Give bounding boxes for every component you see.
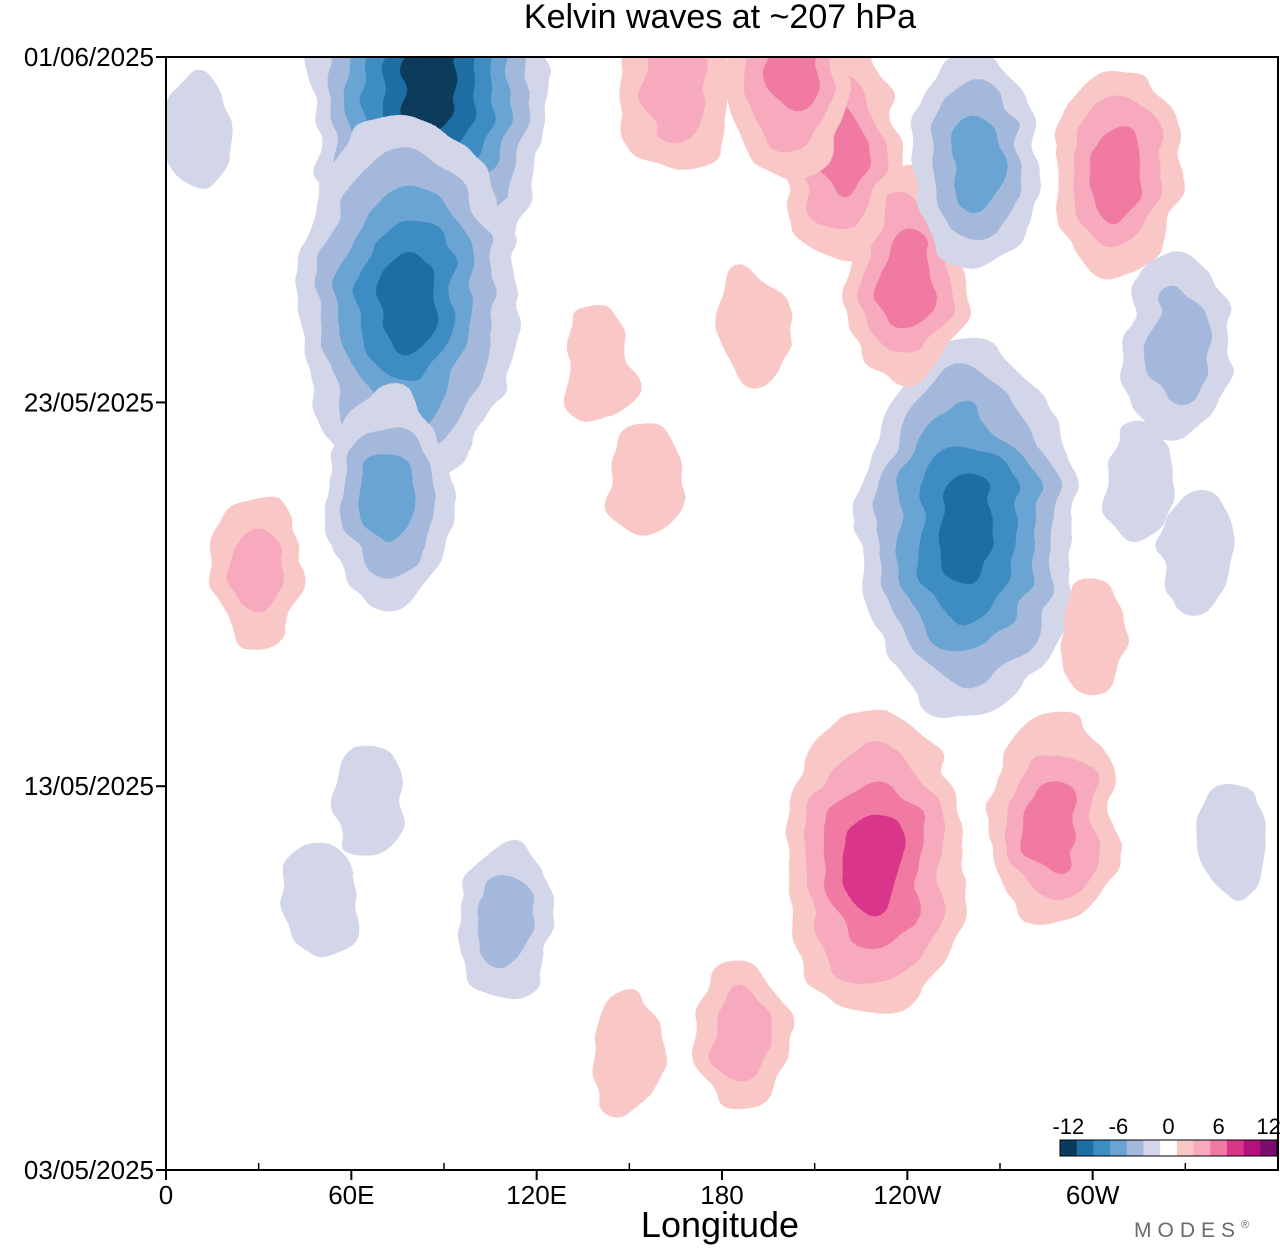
x-tick-label: 180 (700, 1180, 743, 1210)
colorbar-swatch (1243, 1140, 1261, 1156)
x-tick-label: 120W (873, 1180, 941, 1210)
anomaly-band (478, 874, 533, 967)
anomaly-band (1143, 289, 1209, 401)
colorbar-swatch (1076, 1140, 1094, 1156)
anomaly-band (562, 304, 635, 425)
colorbar-swatch (1060, 1140, 1078, 1156)
anomaly-band (361, 452, 416, 545)
anomaly-band (716, 265, 789, 386)
colorbar-swatch (1260, 1140, 1278, 1156)
anomaly-band (880, 229, 935, 323)
anomaly-band (643, 57, 709, 140)
colorbar-swatch (1110, 1140, 1128, 1156)
colorbar-swatch (1126, 1140, 1144, 1156)
anomaly-band (377, 251, 437, 354)
chart-title: Kelvin waves at ~207 hPa (524, 0, 916, 36)
x-axis-label: Longitude (641, 1204, 799, 1245)
colorbar-swatch (1210, 1140, 1228, 1156)
anomaly-band (284, 841, 357, 962)
colorbar-label: 0 (1162, 1114, 1174, 1139)
colorbar-label: 12 (1256, 1114, 1280, 1139)
x-tick-label: 0 (159, 1180, 173, 1210)
x-axis: 0 60E 120E 180 120W 60W (159, 1163, 1187, 1210)
y-tick-label: 23/05/2025 (24, 387, 154, 417)
anomaly-band (1103, 419, 1175, 540)
colorbar-swatch (1160, 1140, 1178, 1156)
y-axis: 03/05/2025 13/05/2025 23/05/2025 01/06/2025 (24, 42, 166, 1185)
x-tick-label: 60W (1066, 1180, 1120, 1210)
brand-text: MODES (1134, 1219, 1241, 1242)
anomaly-band (608, 419, 681, 540)
anomaly-band (231, 529, 286, 621)
colorbar-label: -6 (1109, 1114, 1129, 1139)
anomaly-band (401, 57, 456, 131)
anomaly-band (1195, 783, 1268, 904)
y-tick-label: 03/05/2025 (24, 1155, 154, 1185)
x-tick-label: 60E (328, 1180, 374, 1210)
colorbar-swatch (1176, 1140, 1194, 1156)
x-tick-label: 120E (506, 1180, 567, 1210)
anomaly-band (1158, 495, 1231, 616)
anomaly-band (593, 994, 666, 1115)
anomaly-band (1025, 778, 1080, 871)
colorbar-frame (1059, 1139, 1278, 1157)
y-tick-label: 13/05/2025 (24, 771, 154, 801)
anomaly-band (166, 73, 233, 194)
colorbar-swatch (1226, 1140, 1245, 1156)
anomaly-band (713, 990, 768, 1082)
colorbar-swatch (1093, 1140, 1111, 1156)
anomaly-band (948, 114, 1003, 207)
colorbar: -12 -6 0 6 12 (1052, 1114, 1280, 1157)
colorbar-label: -12 (1052, 1114, 1084, 1139)
anomaly-band (330, 745, 403, 866)
colorbar-swatch (1143, 1140, 1161, 1156)
colorbar-label: 6 (1212, 1114, 1224, 1139)
anomaly-band (1090, 125, 1145, 219)
anomaly-band (843, 810, 904, 915)
anomaly-band (762, 57, 817, 119)
brand-logo: MODES® (1134, 1219, 1255, 1242)
brand-mark: ® (1241, 1219, 1255, 1231)
colorbar-swatch (1193, 1140, 1211, 1156)
y-tick-label: 01/06/2025 (24, 42, 154, 72)
anomaly-band (936, 477, 996, 581)
anomaly-bands (166, 57, 1268, 1115)
anomaly-band (1056, 572, 1129, 693)
